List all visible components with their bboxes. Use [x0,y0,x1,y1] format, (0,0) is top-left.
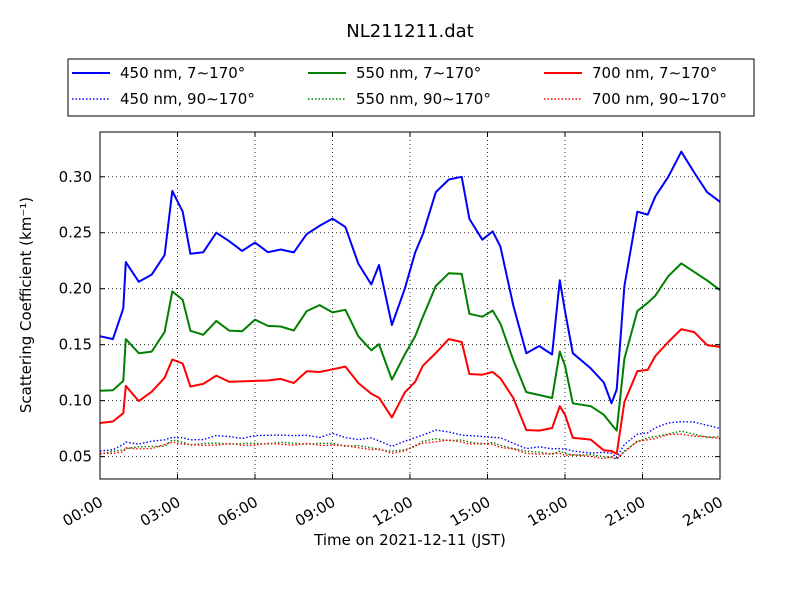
y-tick-label: 0.05 [59,448,92,466]
legend: 450 nm, 7∼170° 450 nm, 90∼170° 550 nm, 7∼1… [67,58,755,117]
y-tick-label: 0.30 [59,168,92,186]
legend-label-4: 550 nm, 90∼170° [356,90,491,108]
y-tick-label: 0.10 [59,392,92,410]
series-line-6 [99,433,721,460]
legend-box [67,58,755,117]
chart-title: NL211211.dat [346,21,473,42]
legend-label-5: 700 nm, 7∼170° [592,64,717,82]
y-axis-label: Scattering Coefficient (km⁻¹) [17,197,35,413]
legend-label-3: 550 nm, 7∼170° [356,64,481,82]
legend-label-2: 450 nm, 90∼170° [120,90,255,108]
legend-label-1: 450 nm, 7∼170° [120,64,245,82]
legend-label-6: 700 nm, 90∼170° [592,90,727,108]
series-line-2 [99,421,721,459]
series-line-5 [99,328,721,455]
y-tick-label: 0.15 [59,336,92,354]
series-line-1 [99,150,721,405]
series-line-3 [99,262,721,432]
y-tick-label: 0.20 [59,280,92,298]
y-tick-label: 0.25 [59,224,92,242]
x-axis-label: Time on 2021-12-11 (JST) [313,531,506,549]
series-layer [99,150,721,460]
